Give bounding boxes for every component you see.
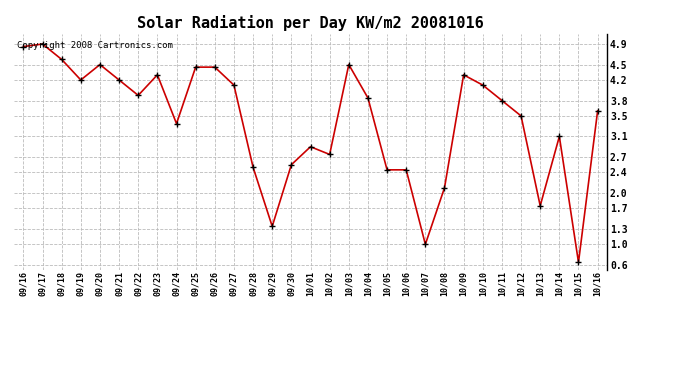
Text: Copyright 2008 Cartronics.com: Copyright 2008 Cartronics.com	[17, 41, 172, 50]
Title: Solar Radiation per Day KW/m2 20081016: Solar Radiation per Day KW/m2 20081016	[137, 15, 484, 31]
